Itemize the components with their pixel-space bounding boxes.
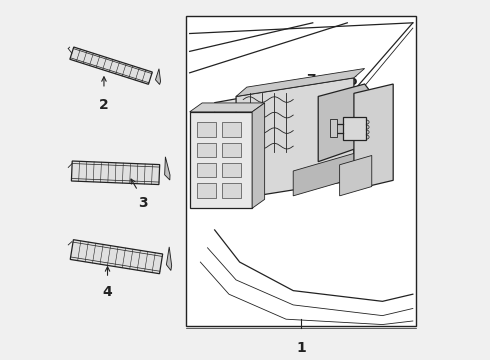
Polygon shape [165,157,170,180]
Text: 3: 3 [138,196,148,210]
Bar [186,16,416,326]
Polygon shape [215,81,336,118]
Polygon shape [236,68,365,96]
Bar [197,122,217,136]
Bar [197,163,217,177]
Bar [222,122,242,136]
Polygon shape [354,84,393,190]
Polygon shape [72,161,160,185]
Polygon shape [340,156,372,196]
Polygon shape [70,240,163,274]
Polygon shape [236,78,354,199]
Bar [330,119,337,137]
Bar [222,163,242,177]
Polygon shape [190,103,265,112]
Bar [222,143,242,157]
Bar [190,112,252,208]
Text: 2: 2 [99,98,109,112]
Polygon shape [318,84,372,162]
Bar [222,183,242,198]
Polygon shape [70,47,152,84]
Text: 5: 5 [213,125,223,139]
Polygon shape [155,69,161,85]
Polygon shape [167,247,172,270]
Polygon shape [293,152,358,196]
Text: 1: 1 [296,341,306,355]
Text: 4: 4 [102,285,112,299]
Bar [343,117,366,140]
Text: 7: 7 [306,73,316,87]
Polygon shape [252,103,265,208]
Bar [197,183,217,198]
Text: 6: 6 [347,74,356,88]
Bar [197,143,217,157]
